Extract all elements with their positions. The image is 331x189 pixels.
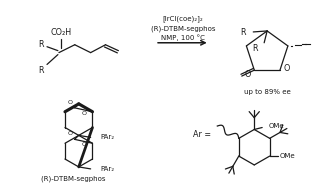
Text: CO₂H: CO₂H <box>50 28 71 37</box>
Text: O: O <box>68 131 72 136</box>
Text: NMP, 100 °C: NMP, 100 °C <box>161 34 205 41</box>
Text: (​R)-DTBM-segphos: (​R)-DTBM-segphos <box>40 176 105 182</box>
Text: (​R)-DTBM-segphos: (​R)-DTBM-segphos <box>151 26 215 32</box>
Text: R: R <box>38 40 44 49</box>
Text: [IrCl(coe)₂]₂: [IrCl(coe)₂]₂ <box>163 16 203 22</box>
Text: OMe: OMe <box>268 122 284 129</box>
Text: O: O <box>81 142 86 147</box>
Text: PAr₂: PAr₂ <box>101 166 115 172</box>
Text: up to 89% ee: up to 89% ee <box>244 89 291 95</box>
Text: O: O <box>68 100 72 105</box>
Text: Ar =: Ar = <box>193 130 211 139</box>
Text: O: O <box>81 111 86 116</box>
Text: R: R <box>38 66 44 75</box>
Text: R: R <box>241 28 246 37</box>
Text: PAr₂: PAr₂ <box>101 134 115 140</box>
Text: OMe: OMe <box>280 153 295 159</box>
Text: O: O <box>284 64 290 73</box>
Text: O: O <box>245 70 251 79</box>
Text: R: R <box>253 44 258 53</box>
